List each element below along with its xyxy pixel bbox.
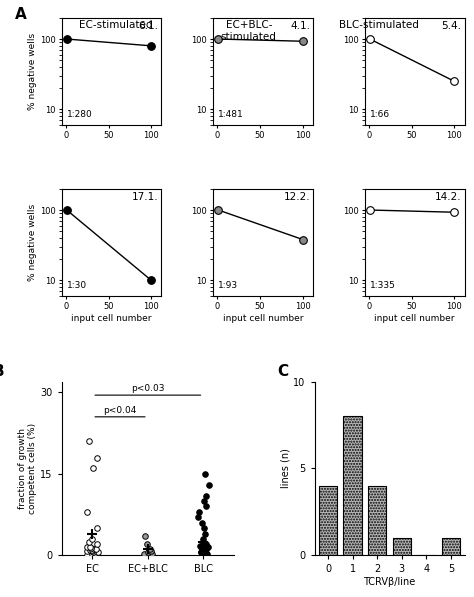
Point bbox=[200, 496, 208, 506]
X-axis label: input cell number: input cell number bbox=[374, 314, 455, 323]
Point bbox=[201, 547, 208, 557]
Point bbox=[144, 540, 151, 549]
Text: B: B bbox=[0, 364, 4, 379]
Text: BLC-stimulated: BLC-stimulated bbox=[339, 20, 419, 30]
Point bbox=[89, 547, 96, 556]
Text: 4.1.: 4.1. bbox=[290, 21, 310, 31]
Point bbox=[93, 524, 101, 533]
Y-axis label: % negative wells: % negative wells bbox=[28, 204, 37, 281]
Point bbox=[92, 544, 100, 553]
Point bbox=[202, 501, 210, 511]
Text: 14.2.: 14.2. bbox=[435, 192, 462, 202]
Point bbox=[202, 544, 210, 553]
Point bbox=[86, 541, 94, 551]
Point bbox=[200, 550, 207, 559]
Point bbox=[199, 543, 206, 553]
Text: EC+BLC-
stimulated: EC+BLC- stimulated bbox=[221, 20, 277, 42]
Text: EC-stimulated: EC-stimulated bbox=[79, 20, 153, 30]
Point bbox=[89, 547, 96, 557]
Point bbox=[197, 547, 205, 557]
Bar bbox=[344, 416, 362, 555]
Point bbox=[199, 547, 207, 556]
Point bbox=[86, 546, 93, 555]
Text: A: A bbox=[15, 7, 27, 22]
Text: p<0.04: p<0.04 bbox=[103, 406, 137, 415]
Point bbox=[205, 480, 212, 490]
Point bbox=[85, 537, 93, 546]
Point bbox=[88, 534, 95, 544]
Point bbox=[198, 549, 206, 558]
Text: 5.4.: 5.4. bbox=[441, 21, 462, 31]
Point bbox=[201, 469, 209, 479]
Point bbox=[196, 541, 204, 551]
Point bbox=[194, 512, 201, 522]
Point bbox=[93, 453, 101, 462]
Text: 12.2.: 12.2. bbox=[283, 192, 310, 202]
Point bbox=[84, 550, 91, 559]
Bar bbox=[368, 486, 386, 555]
Text: 17.1.: 17.1. bbox=[132, 192, 158, 202]
Point bbox=[148, 549, 156, 559]
Point bbox=[91, 548, 99, 558]
Point bbox=[198, 549, 206, 559]
Point bbox=[202, 548, 210, 558]
Point bbox=[87, 543, 95, 553]
Point bbox=[94, 547, 101, 557]
Bar bbox=[319, 486, 337, 555]
Point bbox=[200, 524, 208, 533]
Y-axis label: fraction of growth
competent cells (%): fraction of growth competent cells (%) bbox=[18, 423, 37, 514]
Point bbox=[83, 542, 91, 552]
Point bbox=[195, 507, 203, 516]
Point bbox=[83, 507, 91, 516]
Text: 1:335: 1:335 bbox=[370, 281, 396, 290]
X-axis label: TCRVβ/line: TCRVβ/line bbox=[364, 577, 416, 587]
Point bbox=[199, 534, 206, 544]
Point bbox=[201, 529, 209, 538]
X-axis label: input cell number: input cell number bbox=[223, 314, 303, 323]
Bar bbox=[392, 538, 411, 555]
Text: 1:481: 1:481 bbox=[218, 110, 244, 119]
Y-axis label: % negative wells: % negative wells bbox=[28, 33, 37, 110]
Text: p<0.03: p<0.03 bbox=[131, 384, 164, 393]
Point bbox=[140, 549, 147, 558]
Point bbox=[147, 546, 155, 556]
Point bbox=[203, 549, 211, 558]
Point bbox=[199, 518, 206, 527]
Point bbox=[90, 464, 97, 473]
Point bbox=[91, 549, 99, 559]
Bar bbox=[442, 538, 460, 555]
Point bbox=[202, 491, 210, 500]
Point bbox=[83, 546, 91, 556]
Text: 1:280: 1:280 bbox=[67, 110, 92, 119]
Point bbox=[199, 537, 206, 546]
Point bbox=[89, 545, 96, 555]
Point bbox=[200, 549, 207, 559]
Point bbox=[202, 540, 210, 549]
Text: 1:30: 1:30 bbox=[67, 281, 87, 290]
X-axis label: input cell number: input cell number bbox=[71, 314, 152, 323]
Text: 1:66: 1:66 bbox=[370, 110, 390, 119]
Point bbox=[146, 544, 154, 553]
Point bbox=[198, 545, 206, 555]
Point bbox=[144, 547, 152, 557]
Point bbox=[198, 546, 206, 556]
Point bbox=[141, 531, 148, 541]
Y-axis label: lines (n): lines (n) bbox=[281, 448, 291, 488]
Point bbox=[93, 540, 100, 549]
Text: 6.1.: 6.1. bbox=[138, 21, 158, 31]
Point bbox=[88, 549, 95, 558]
Point bbox=[199, 544, 207, 554]
Point bbox=[145, 550, 152, 559]
Point bbox=[198, 547, 205, 557]
Point bbox=[85, 436, 93, 446]
Point bbox=[201, 546, 209, 555]
Point bbox=[204, 542, 212, 552]
Text: 1:93: 1:93 bbox=[218, 281, 238, 290]
Text: C: C bbox=[277, 364, 288, 379]
Point bbox=[91, 544, 98, 554]
